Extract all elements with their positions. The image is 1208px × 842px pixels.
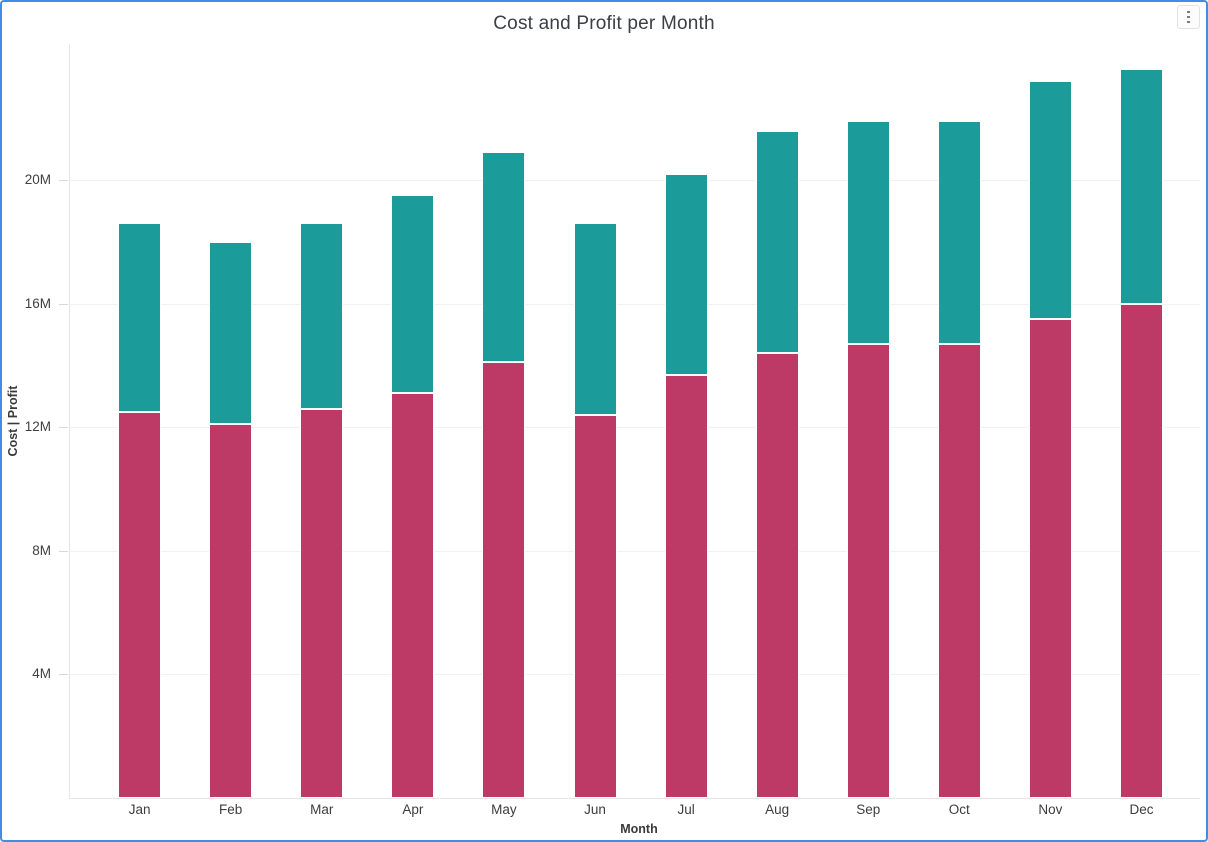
bar-segment-cost[interactable] bbox=[391, 393, 435, 798]
bar-segment-cost[interactable] bbox=[937, 343, 981, 798]
bar-segment-profit[interactable] bbox=[300, 223, 344, 409]
y-axis-line bbox=[69, 44, 70, 798]
x-tick-label: Nov bbox=[1038, 802, 1063, 817]
y-gridline bbox=[69, 303, 1200, 305]
bar-segment-profit[interactable] bbox=[1028, 81, 1072, 320]
x-tick-label: Jul bbox=[677, 802, 695, 817]
x-axis-line bbox=[69, 798, 1200, 799]
x-tick-label: Jan bbox=[128, 802, 151, 817]
y-tick-label: 12M bbox=[24, 419, 51, 435]
bar-segment-cost[interactable] bbox=[1119, 303, 1163, 798]
x-tick-label: Mar bbox=[310, 802, 334, 817]
y-tick-mark bbox=[59, 179, 68, 181]
bar-segment-cost[interactable] bbox=[846, 343, 890, 798]
y-tick-label: 20M bbox=[24, 171, 51, 187]
bar-segment-cost[interactable] bbox=[300, 408, 344, 798]
y-tick-label: 16M bbox=[24, 295, 51, 311]
bar-segment-profit[interactable] bbox=[1119, 68, 1163, 304]
y-tick-label: 8M bbox=[32, 542, 51, 558]
y-tick-mark bbox=[59, 427, 68, 429]
bar-segment-profit[interactable] bbox=[937, 121, 981, 344]
x-tick-label: Sep bbox=[856, 802, 881, 817]
x-tick-label: Aug bbox=[765, 802, 790, 817]
y-gridline bbox=[69, 550, 1200, 552]
bar-segment-profit[interactable] bbox=[118, 223, 162, 412]
bar-segment-profit[interactable] bbox=[664, 173, 708, 375]
x-tick-label: Jun bbox=[584, 802, 606, 817]
bar-segment-cost[interactable] bbox=[573, 414, 617, 798]
y-tick-mark bbox=[59, 303, 68, 305]
options-menu-button[interactable] bbox=[1177, 5, 1200, 29]
bar-segment-cost[interactable] bbox=[118, 411, 162, 798]
bar-segment-cost[interactable] bbox=[664, 374, 708, 798]
y-axis-title: Cost | Profit bbox=[6, 385, 20, 457]
bar-segment-cost[interactable] bbox=[209, 424, 253, 798]
bar-segment-profit[interactable] bbox=[846, 121, 890, 344]
bar-segment-cost[interactable] bbox=[755, 353, 799, 798]
kebab-menu-icon bbox=[1187, 10, 1190, 24]
chart-title: Cost and Profit per Month bbox=[493, 13, 715, 34]
x-tick-label: May bbox=[491, 802, 517, 817]
x-tick-label: Feb bbox=[219, 802, 243, 817]
x-axis-title: Month bbox=[620, 822, 658, 836]
bar-segment-cost[interactable] bbox=[1028, 319, 1072, 798]
bar-segment-cost[interactable] bbox=[482, 362, 526, 798]
bar-segment-profit[interactable] bbox=[482, 152, 526, 363]
x-tick-label: Apr bbox=[402, 802, 424, 817]
x-tick-label: Oct bbox=[948, 802, 970, 817]
bar-segment-profit[interactable] bbox=[755, 130, 799, 353]
bar-segment-profit[interactable] bbox=[391, 195, 435, 394]
y-tick-label: 4M bbox=[32, 666, 51, 682]
y-gridline bbox=[69, 179, 1200, 181]
bar-segment-profit[interactable] bbox=[573, 223, 617, 415]
y-gridline bbox=[69, 427, 1200, 429]
bar-segment-profit[interactable] bbox=[209, 241, 253, 425]
x-tick-label: Dec bbox=[1129, 802, 1154, 817]
y-gridline bbox=[69, 674, 1200, 676]
y-tick-mark bbox=[59, 674, 68, 676]
y-tick-mark bbox=[59, 550, 68, 552]
